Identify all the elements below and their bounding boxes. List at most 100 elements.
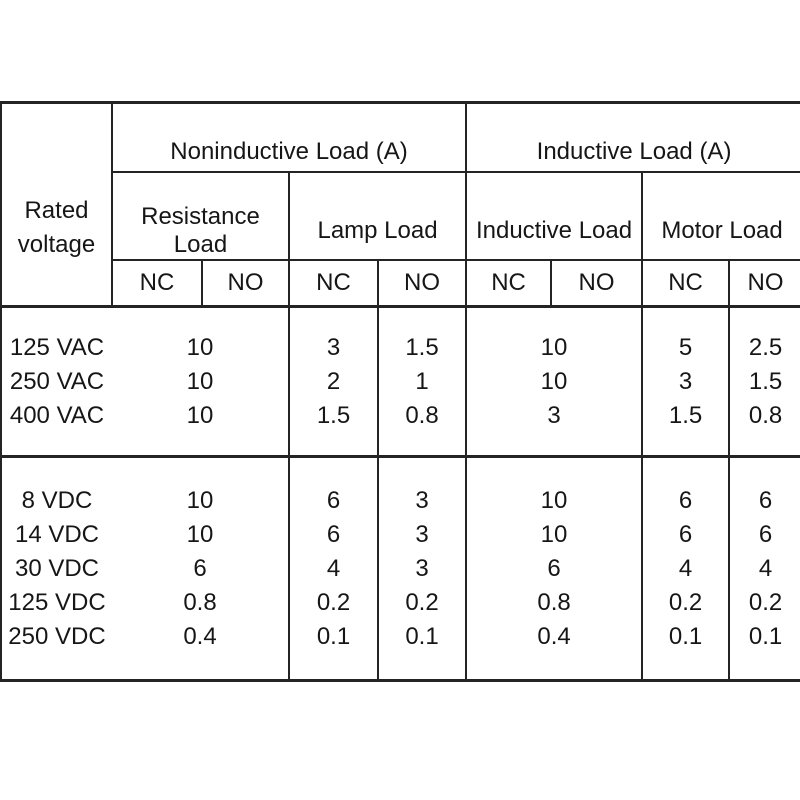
vac-motor-no-value: 1.5	[748, 367, 783, 395]
header-noninductive-load: Noninductive Load (A)	[112, 102, 467, 173]
vdc-inductive-value: 10	[540, 520, 568, 548]
contact-header-lamp-nc: NC	[288, 259, 378, 308]
vdc-lamp-nc-value: 4	[326, 554, 341, 582]
cell-vac-motor-nc: 5 3 1.5	[641, 306, 730, 457]
vdc-voltage-label: 250 VDC	[8, 622, 106, 650]
contact-header-lamp-no: NO	[376, 259, 467, 308]
vac-lamp-no-value: 0.8	[405, 401, 439, 429]
cell-vdc-inductive: 10 10 6 0.8 0.4	[465, 455, 643, 681]
cell-vdc-lamp-nc: 6 6 4 0.2 0.1	[288, 455, 378, 681]
header-motor-load: Motor Load	[641, 171, 800, 261]
contact-header-motor-nc: NC	[641, 259, 730, 308]
vdc-motor-nc-value: 4	[678, 554, 693, 582]
vac-motor-nc-value: 1.5	[668, 401, 703, 429]
vac-lamp-no-value: 1.5	[405, 333, 439, 361]
vdc-lamp-no-value: 3	[415, 520, 429, 548]
vdc-motor-no-value: 6	[758, 486, 773, 514]
cell-vac-lamp-no: 1.5 1 0.8	[376, 306, 467, 457]
vac-inductive-value: 10	[540, 367, 568, 395]
vdc-lamp-no-value: 0.2	[405, 588, 439, 616]
vac-lamp-nc-stack: 3 2 1.5	[290, 331, 377, 433]
vdc-inductive-value: 0.4	[537, 622, 571, 650]
vac-motor-nc-value: 3	[678, 367, 693, 395]
contact-header-resistance-no: NO	[201, 259, 289, 308]
vdc-lamp-nc-value: 6	[326, 520, 341, 548]
cell-vac-lamp-nc: 3 2 1.5	[288, 306, 378, 457]
vac-inductive-value: 3	[547, 401, 561, 429]
cell-vdc-lamp-no: 3 3 3 0.2 0.1	[376, 455, 467, 681]
vac-motor-no-value: 2.5	[748, 333, 783, 361]
header-resistance-load: Resistance Load	[112, 171, 289, 261]
vdc-voltage-stack: 8 VDC 14 VDC 30 VDC 125 VDC 250 VDC	[2, 484, 112, 654]
header-rated-voltage: Rated voltage	[1, 102, 113, 308]
body-group-vdc: 8 VDC 14 VDC 30 VDC 125 VDC 250 VDC 10 10 6 0.8…	[1, 455, 800, 681]
header-row-load-groups: Rated voltage Noninductive Load (A) Indu…	[1, 102, 800, 308]
contact-header-resistance-nc: NC	[112, 259, 202, 308]
vac-motor-nc-value: 5	[678, 333, 693, 361]
vdc-voltage-label: 30 VDC	[14, 554, 100, 582]
cell-vdc-voltages: 8 VDC 14 VDC 30 VDC 125 VDC 250 VDC	[1, 455, 112, 681]
vac-voltage-label: 400 VAC	[9, 401, 105, 429]
vdc-lamp-nc-stack: 6 6 4 0.2 0.1	[290, 484, 377, 654]
vac-lamp-nc-value: 3	[326, 333, 341, 361]
contact-header-inductive-nc: NC	[465, 259, 552, 308]
relay-load-rating-table: Rated voltage Noninductive Load (A) Indu…	[0, 101, 800, 682]
vdc-motor-nc-value: 6	[678, 486, 693, 514]
vac-voltage-stack: 125 VAC 250 VAC 400 VAC	[2, 331, 112, 433]
vdc-motor-no-value: 4	[758, 554, 773, 582]
cell-vac-motor-no: 2.5 1.5 0.8	[728, 306, 800, 457]
header-inductive-load: Inductive Load	[465, 171, 643, 261]
cell-vac-resistance: 10 10 10	[112, 307, 289, 457]
vdc-voltage-label: 14 VDC	[14, 520, 100, 548]
header-inductive-load-group: Inductive Load (A)	[465, 102, 800, 173]
vac-lamp-nc-value: 1.5	[316, 401, 351, 429]
vac-motor-nc-stack: 5 3 1.5	[643, 331, 728, 433]
vac-resistance-stack: 10 10 10	[112, 331, 288, 433]
body-group-vac: 125 VAC 250 VAC 400 VAC 10 10 10 3 2 1.5 1.5 1 0…	[1, 306, 800, 457]
cell-vdc-resistance: 10 10 6 0.8 0.4	[112, 455, 289, 681]
vdc-resistance-stack: 10 10 6 0.8 0.4	[112, 484, 288, 654]
vdc-motor-no-stack: 6 6 4 0.2 0.1	[730, 484, 800, 654]
vdc-inductive-value: 6	[547, 554, 561, 582]
vac-motor-no-stack: 2.5 1.5 0.8	[730, 331, 800, 433]
vdc-motor-nc-value: 0.1	[668, 622, 703, 650]
contact-header-motor-no: NO	[728, 259, 800, 308]
vdc-inductive-value: 10	[540, 486, 568, 514]
header-row-load-types: Resistance Load Lamp Load Inductive Load…	[1, 171, 800, 261]
vdc-motor-nc-stack: 6 6 4 0.2 0.1	[643, 484, 728, 654]
vdc-motor-nc-value: 0.2	[668, 588, 703, 616]
header-row-contacts: NC NO NC NO NC NO NC NO	[1, 259, 800, 308]
vdc-lamp-no-stack: 3 3 3 0.2 0.1	[379, 484, 465, 654]
vdc-resistance-value: 10	[186, 486, 214, 514]
vdc-lamp-no-value: 3	[415, 554, 429, 582]
cell-vdc-motor-no: 6 6 4 0.2 0.1	[728, 455, 800, 681]
vdc-motor-no-value: 0.2	[748, 588, 783, 616]
vdc-voltage-label: 125 VDC	[8, 588, 106, 616]
vdc-resistance-value: 0.4	[183, 622, 217, 650]
vdc-motor-no-value: 6	[758, 520, 773, 548]
vac-inductive-value: 10	[540, 333, 568, 361]
vac-lamp-no-stack: 1.5 1 0.8	[379, 331, 465, 433]
vac-resistance-value: 10	[186, 401, 214, 429]
vac-lamp-nc-value: 2	[326, 367, 341, 395]
vdc-lamp-nc-value: 0.2	[316, 588, 351, 616]
vdc-resistance-value: 6	[193, 554, 207, 582]
header-lamp-load: Lamp Load	[287, 171, 467, 261]
vac-inductive-stack: 10 10 3	[467, 331, 641, 433]
vac-voltage-label: 125 VAC	[9, 333, 105, 361]
vdc-motor-no-value: 0.1	[748, 622, 783, 650]
vac-lamp-no-value: 1	[415, 367, 429, 395]
vac-voltage-label: 250 VAC	[9, 367, 105, 395]
vdc-inductive-value: 0.8	[537, 588, 571, 616]
vdc-resistance-value: 10	[186, 520, 214, 548]
vdc-lamp-nc-value: 0.1	[316, 622, 351, 650]
cell-vdc-motor-nc: 6 6 4 0.2 0.1	[641, 455, 730, 681]
cell-vac-voltages: 125 VAC 250 VAC 400 VAC	[1, 307, 112, 457]
vac-resistance-value: 10	[186, 367, 214, 395]
vdc-inductive-stack: 10 10 6 0.8 0.4	[467, 484, 641, 654]
vdc-lamp-no-value: 3	[415, 486, 429, 514]
vdc-lamp-no-value: 0.1	[405, 622, 439, 650]
vdc-motor-nc-value: 6	[678, 520, 693, 548]
vac-motor-no-value: 0.8	[748, 401, 783, 429]
